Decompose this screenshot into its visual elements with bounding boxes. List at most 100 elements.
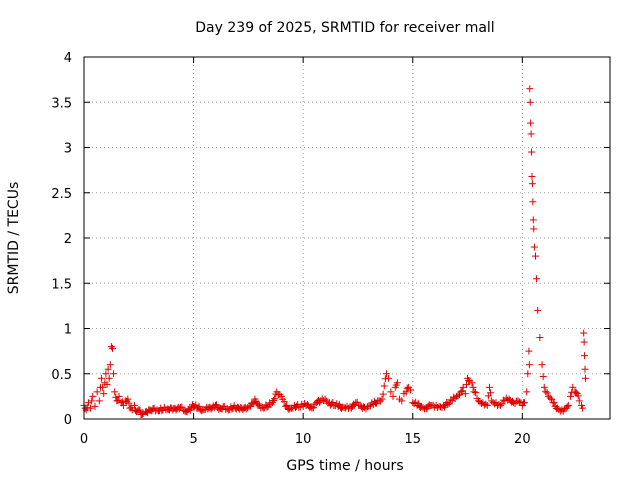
y-tick-label: 1 <box>64 323 72 338</box>
data-point <box>581 352 589 360</box>
data-point <box>528 172 536 180</box>
data-point <box>96 383 104 391</box>
data-point <box>530 225 538 233</box>
data-point <box>569 383 577 391</box>
data-point <box>528 180 536 188</box>
data-point <box>580 338 588 346</box>
data-point <box>98 374 106 382</box>
data-point <box>106 361 114 369</box>
data-point <box>340 403 348 411</box>
data-point <box>266 399 274 407</box>
y-tick-label: 0.5 <box>51 368 72 383</box>
data-point <box>91 402 99 410</box>
y-tick-label: 0 <box>64 413 72 428</box>
y-tick-label: 2 <box>64 232 72 247</box>
data-point <box>318 395 326 403</box>
data-point <box>100 390 108 398</box>
data-point <box>389 392 397 400</box>
data-point <box>379 390 387 398</box>
data-point <box>507 398 515 406</box>
data-point <box>402 388 410 396</box>
data-point <box>138 410 146 418</box>
data-point <box>539 372 547 380</box>
data-point <box>387 388 395 396</box>
data-point <box>415 402 423 410</box>
data-point <box>575 397 583 405</box>
data-point <box>523 388 531 396</box>
data-point <box>209 402 217 410</box>
y-tick-label: 2.5 <box>51 187 72 202</box>
data-point <box>572 388 580 396</box>
data-point <box>280 398 288 406</box>
data-point <box>119 401 127 409</box>
data-point <box>398 397 406 405</box>
y-tick-label: 4 <box>64 51 72 66</box>
x-axis-label: GPS time / hours <box>286 458 403 474</box>
data-point <box>407 386 415 394</box>
data-point <box>543 389 551 397</box>
data-point <box>178 403 186 411</box>
data-point <box>550 399 558 407</box>
data-point <box>358 404 366 412</box>
data-point <box>236 405 244 413</box>
data-point <box>110 370 118 378</box>
data-point <box>526 85 534 93</box>
data-point <box>382 370 390 378</box>
data-point <box>470 388 478 396</box>
data-point <box>581 365 589 373</box>
data-point <box>527 119 535 127</box>
data-point <box>529 216 537 224</box>
data-point <box>477 399 485 407</box>
data-point <box>580 329 588 337</box>
data-point <box>214 404 222 412</box>
data-point <box>111 388 119 396</box>
data-point <box>458 387 466 395</box>
data-point <box>263 403 271 411</box>
data-point <box>244 404 252 412</box>
data-point <box>102 370 110 378</box>
data-point <box>309 404 317 412</box>
data-point <box>192 401 200 409</box>
data-point <box>366 402 374 410</box>
data-point <box>392 381 400 389</box>
data-point <box>381 375 389 383</box>
data-point <box>482 400 490 408</box>
data-point <box>450 393 458 401</box>
data-point <box>350 400 358 408</box>
data-point <box>195 402 203 410</box>
data-point <box>488 397 496 405</box>
data-point <box>529 198 537 206</box>
data-point <box>136 406 144 414</box>
data-point <box>89 392 97 400</box>
data-point <box>515 398 523 406</box>
data-point <box>519 399 527 407</box>
x-tick-label: 0 <box>80 432 88 447</box>
data-point <box>465 377 473 385</box>
data-point <box>414 399 422 407</box>
y-axis-label: SRMTID / TECUs <box>6 182 22 295</box>
data-point <box>125 399 133 407</box>
data-point <box>491 400 499 408</box>
data-point <box>540 383 548 391</box>
y-tick-label: 3 <box>64 142 72 157</box>
data-point <box>533 275 541 283</box>
plot-frame <box>83 56 611 420</box>
data-point <box>84 399 92 407</box>
data-point <box>454 391 462 399</box>
data-point <box>445 399 453 407</box>
data-point <box>403 384 411 392</box>
data-point <box>581 374 589 382</box>
data-point <box>498 400 506 408</box>
x-tick-label: 10 <box>295 432 312 447</box>
data-point <box>489 398 497 406</box>
data-point <box>493 401 501 409</box>
y-tick-label: 3.5 <box>51 96 72 111</box>
data-point <box>480 401 488 409</box>
data-point <box>526 98 534 106</box>
data-point <box>363 403 371 411</box>
data-point <box>105 374 113 382</box>
data-point <box>213 401 221 409</box>
data-point <box>424 402 432 410</box>
data-point <box>457 388 465 396</box>
